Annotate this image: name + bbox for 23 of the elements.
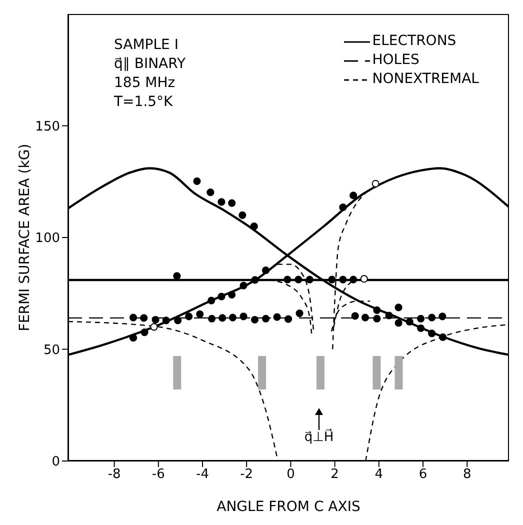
x-tick-label: 4 (374, 467, 384, 482)
x-tick-label: 8 (462, 467, 472, 482)
y-tick-label: 0 (52, 454, 60, 470)
x-tick-label: 6 (418, 467, 428, 482)
x-tick-label: 2 (330, 467, 339, 482)
annotation: q⃗∥ BINARY (114, 55, 186, 74)
legend-label: ELECTRONS (372, 32, 456, 51)
y-tick-label: 100 (35, 231, 60, 246)
x-tick-label: 0 (286, 467, 295, 482)
annotation: T=1.5°K (114, 93, 174, 112)
x-tick-label: -6 (152, 467, 165, 482)
legend-label: NONEXTREMAL (372, 70, 479, 89)
x-tick-label: -8 (108, 467, 121, 482)
x-axis-title: ANGLE FROM C AXIS (216, 499, 360, 515)
y-axis-title: FERMI SURFACE AREA (kG) (16, 144, 33, 332)
x-tick-label: -4 (196, 467, 209, 482)
y-tick-label: 150 (35, 119, 60, 134)
x-tick-label: -2 (240, 467, 254, 482)
annotation: SAMPLE I (114, 36, 180, 55)
y-tick-label: 50 (43, 342, 60, 358)
annotation: 185 MHz (114, 74, 176, 93)
annotation: q⃗⊥H⃗ (303, 430, 335, 445)
legend-label: HOLES (372, 51, 420, 70)
